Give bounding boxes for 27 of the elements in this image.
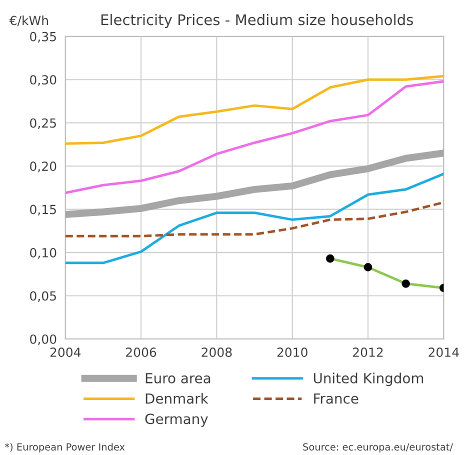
y-tick-label: 0,15 (30, 204, 56, 216)
y-tick-label: 0,00 (30, 334, 56, 346)
x-tick-label: 2006 (126, 348, 156, 357)
legend-label: Euro area (146, 373, 210, 384)
y-tick-label: 0,05 (30, 291, 56, 302)
line-series (65, 172, 444, 264)
y-tick-label: 0,20 (30, 162, 56, 172)
x-tick-label: 2004 (50, 348, 81, 357)
y-axis-title: €/kWh (9, 16, 48, 26)
source-note: Source: ec.europa.eu/eurostat/ (303, 443, 453, 452)
y-tick-label: 0,35 (30, 32, 56, 43)
line-series (65, 201, 444, 238)
y-tick-label: 0,30 (30, 75, 56, 86)
line-series (65, 80, 444, 194)
y-tick-label: 0,25 (30, 118, 56, 130)
y-tick-label: 0,10 (30, 248, 56, 259)
chart-title: Electricity Prices - Medium size households (101, 14, 413, 28)
legend-label: France (314, 393, 358, 404)
legend-label: Denmark (146, 393, 208, 404)
x-tick-label: 2014 (428, 348, 459, 357)
legend-label: United Kingdom (314, 372, 424, 386)
x-tick-label: 2012 (353, 348, 383, 357)
text: *) European Power Index (4, 443, 125, 452)
legend-label: Germany (145, 414, 208, 427)
x-tick-label: 2008 (202, 348, 232, 357)
line-series (65, 74, 444, 145)
x-tick-label: 2010 (277, 348, 308, 357)
